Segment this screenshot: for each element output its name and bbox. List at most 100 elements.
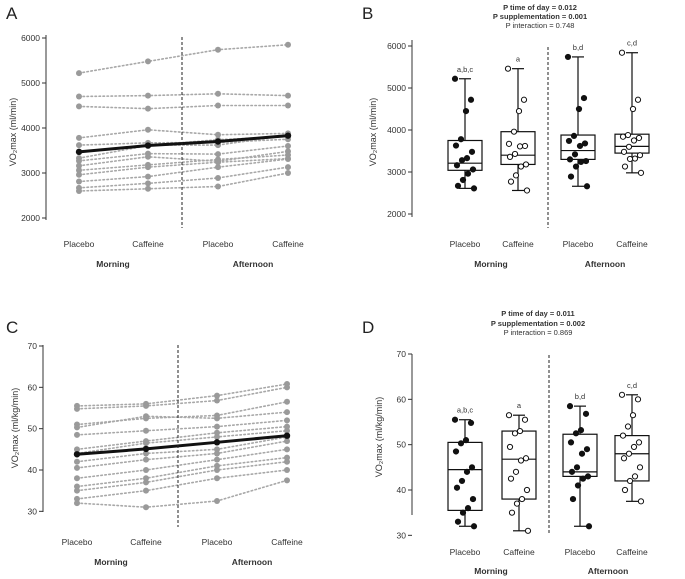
panel-d-ytick-label: 40 [397,485,407,495]
panel-b-data-point [634,96,642,103]
panel-d-group-morning: Morning [474,566,508,576]
panel-d-box [614,435,650,482]
panel-b-data-point [463,155,471,162]
panel-d-stat-time: P time of day = 0.011 [501,309,574,318]
panel-c-subject-point [214,415,220,422]
panel-d-data-point [452,448,460,455]
panel-b-data-point [506,153,514,160]
panel-d-data-point [619,432,627,439]
panel-a-mean-point [144,142,152,149]
panel-b-data-point [580,94,588,102]
panel-c-subject-point [284,454,290,461]
panel-d-data-point [637,498,645,505]
panel-b-box [447,139,483,171]
panel-b-data-point [451,75,459,82]
panel-b-data-point [517,163,525,170]
panel-d-data-point [459,509,467,516]
panel-c-subject-line [76,479,288,509]
panel-a-mean-point [75,148,83,156]
panel-c-subject-point [143,487,149,494]
panel-a-subject-line [78,134,289,153]
panel-d-cat-2: Caffeine [503,547,535,557]
panel-a-subject-point [285,164,291,171]
panel-b-data-point [565,137,573,145]
panel-d-data-point [506,443,514,451]
panel-a-subject-point [76,142,82,149]
panel-c-subject-point [74,464,80,471]
panel-b-data-point [459,176,467,184]
panel-c-subject-point [284,398,290,405]
panel-a-subject-point [285,170,291,176]
panel-b-ytick-label: 2000 [387,209,406,219]
panel-a-subject-point [145,126,151,133]
panel-d: D P time of day = 0.011 P supplementatio… [362,309,650,576]
panel-d-data-point [574,482,582,489]
panel-d-cat-1: Placebo [450,547,481,557]
panel-d-data-point [464,505,472,512]
panel-a-subject-line [78,43,289,74]
panel-b-data-point [636,152,644,159]
panel-d-data-point [577,427,585,434]
panel-d-data-point [470,523,478,530]
panel-d-data-point [453,484,461,491]
panel-c-subject-point [284,458,290,465]
panel-d-data-point [508,509,516,516]
panel-c-subject-point [284,384,290,391]
panel-b-cat-2: Caffeine [502,239,534,249]
panel-c-mean-point [142,445,150,453]
panel-a-ytick-label: 2000 [21,213,40,223]
panel-b-data-point [453,162,461,169]
panel-a-mean-point [214,138,222,145]
panel-d-data-point [569,495,577,503]
panel-c-group-afternoon: Afternoon [232,557,273,567]
panel-b-data-point [619,133,627,140]
panel-b-data-point [454,182,462,189]
panel-c-subject-point [284,427,290,434]
panel-d-data-point [516,427,524,435]
panel-c-subject-point [74,424,80,431]
panel-a-subject-point [76,178,82,185]
panel-a-subject-point [215,131,221,138]
panel-b-data-point [468,148,476,155]
panel-d-data-point [634,396,642,403]
panel-c-subject-point [214,423,220,430]
panel-d-data-point [624,423,632,430]
panel-a-subject-point [145,173,151,180]
panel-b-data-point [626,155,634,163]
panel-a-mean-line [78,134,289,154]
panel-c-subject-point [284,417,290,424]
panel-c-subject-line [76,456,288,488]
panel-a-subject-point [145,92,151,99]
panel-c-group-morning: Morning [94,557,128,567]
panel-a-subject-point [145,58,151,65]
panel-d-data-point [582,410,590,417]
panel-c-subject-point [143,440,149,447]
panel-b-data-point [469,166,477,173]
panel-c-cat-2: Caffeine [130,537,162,547]
panel-c-subject-point [143,456,149,463]
panel-a-subject-point [215,183,221,190]
panel-b-data-point [630,137,638,144]
panel-d-letter: D [362,318,374,337]
panel-c-subject-line [76,425,288,451]
panel-c-subject-point [284,446,290,453]
panel-c-subject-point [214,392,220,399]
panel-c-subject-point [214,446,220,453]
panel-b-data-point [520,96,528,103]
panel-a-subject-point [215,46,221,53]
panel-b-data-point [618,49,626,56]
panel-b-data-point [624,131,632,139]
panel-a-subject-point [285,41,291,48]
panel-b-data-point [572,163,580,170]
panel-c-subject-line [76,440,288,469]
panel-a-group-morning: Morning [96,259,130,269]
panel-d-data-point [512,468,520,475]
panel-d-data-point [513,500,521,507]
panel-b-stat-time: P time of day = 0.012 [503,3,577,12]
panel-d-data-point [468,464,476,471]
panel-d-ytick-label: 50 [397,440,407,450]
panel-c-subject-point [214,397,220,404]
panel-b-data-point [564,53,572,61]
panel-a-subject-point [285,102,291,109]
panel-d-data-point [467,419,475,427]
